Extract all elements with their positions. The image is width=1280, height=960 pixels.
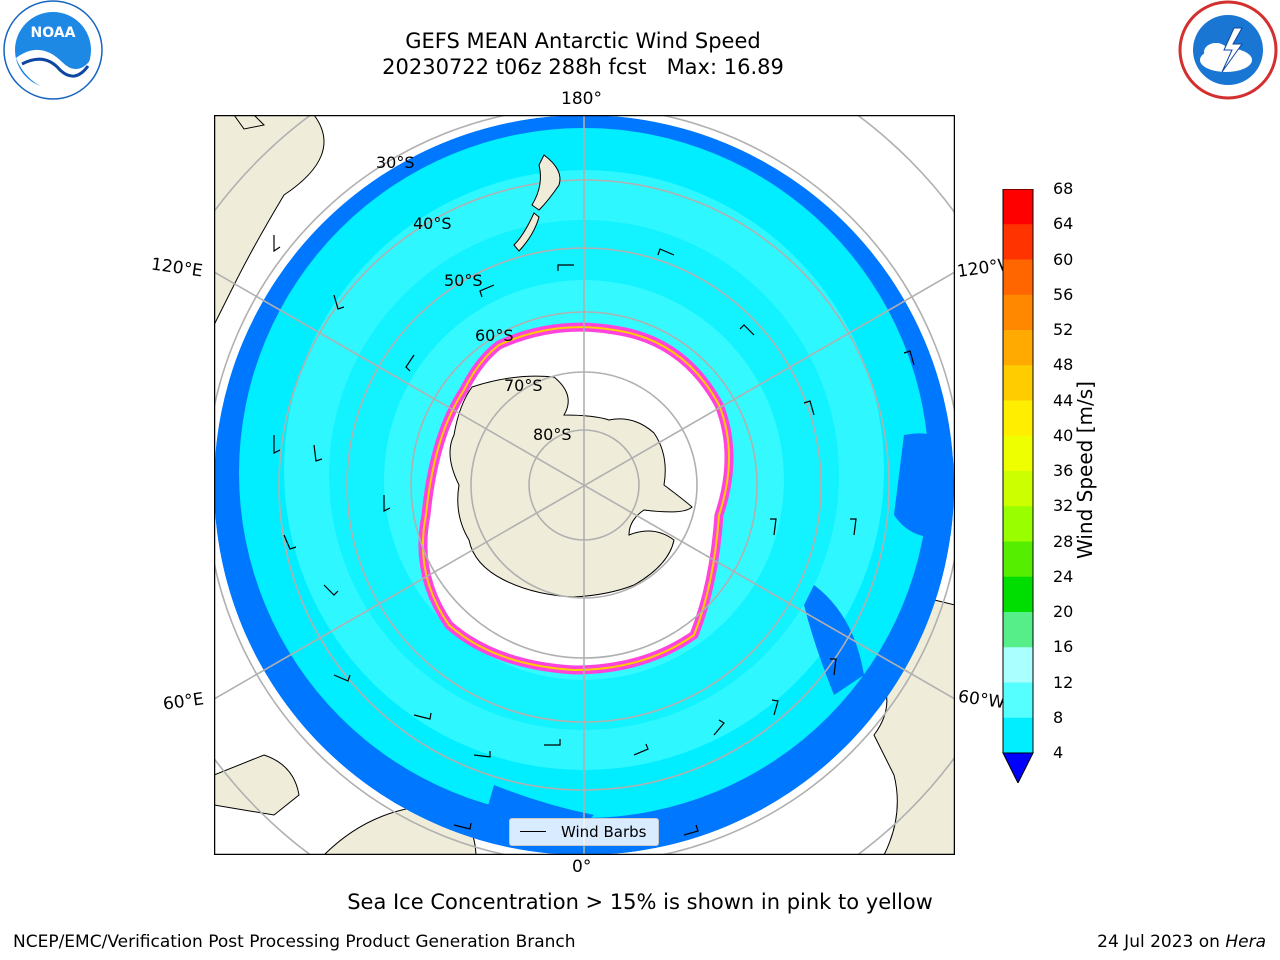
colorbar-tick-label: 56 — [1053, 284, 1074, 304]
colorbar-segment — [1003, 365, 1033, 401]
colorbar-segment — [1003, 330, 1033, 366]
lat-label-30s: 30°S — [376, 153, 415, 172]
colorbar-segment — [1003, 294, 1033, 331]
legend-label: Wind Barbs — [561, 823, 647, 841]
colorbar-tick-label: 40 — [1053, 425, 1074, 445]
colorbar-label: Wind Speed [m/s] — [1073, 381, 1097, 559]
host-name: Hera — [1225, 932, 1266, 952]
colorbar-frame — [1002, 188, 1034, 754]
colorbar-underflow-triangle — [1002, 752, 1034, 785]
wind-barb-legend-line — [520, 831, 546, 832]
colorbar-segment — [1003, 435, 1033, 472]
colorbar-tick-label: 60 — [1053, 249, 1074, 269]
colorbar-tick-label: 68 — [1053, 179, 1074, 198]
nws-logo — [1176, 0, 1280, 104]
colorbar-tick-label: 20 — [1053, 602, 1074, 621]
colorbar-tick-label: 24 — [1053, 566, 1074, 586]
colorbar-tick-label: 64 — [1053, 214, 1074, 234]
colorbar-segment — [1003, 717, 1033, 754]
colorbar-segment — [1003, 682, 1033, 719]
lon-label-180: 180° — [561, 89, 602, 109]
colorbar-segment — [1003, 189, 1033, 225]
chart-title: GEFS MEAN Antarctic Wind Speed — [405, 29, 761, 53]
lon-label-60e: 60°E — [161, 689, 206, 715]
colorbar-segment — [1003, 506, 1033, 542]
date-stamp: 24 Jul 2023 on Hera — [1097, 932, 1266, 952]
noaa-logo: NOAA — [0, 0, 110, 109]
colorbar-tick-label: 4 — [1053, 743, 1064, 762]
colorbar-tick-label: 36 — [1053, 461, 1074, 480]
lon-label-120e: 120°E — [149, 254, 204, 282]
colorbar — [1002, 188, 1036, 787]
lat-label-80s: 80°S — [533, 425, 572, 444]
lat-label-40s: 40°S — [413, 214, 452, 233]
chart-subtitle: 20230722 t06z 288h fcst Max: 16.89 — [382, 55, 784, 79]
colorbar-tick-label: 48 — [1053, 355, 1074, 375]
colorbar-tick-label: 12 — [1053, 672, 1074, 692]
colorbar-segment — [1003, 471, 1033, 507]
lon-label-60w: 60°W — [956, 686, 1007, 714]
svg-text:NOAA: NOAA — [31, 25, 76, 41]
colorbar-tick-label: 28 — [1053, 531, 1074, 551]
colorbar-tick-label: 32 — [1053, 496, 1074, 516]
colorbar-tick-label: 52 — [1053, 320, 1074, 339]
colorbar-segment — [1003, 400, 1033, 437]
lat-label-70s: 70°S — [504, 376, 543, 395]
colorbar-segment — [1003, 612, 1033, 648]
colorbar-segment — [1003, 224, 1033, 260]
map-legend: Wind Barbs — [509, 818, 659, 846]
polar-map — [213, 114, 956, 859]
colorbar-segment — [1003, 259, 1033, 296]
lat-label-60s: 60°S — [475, 326, 514, 345]
colorbar-tick-label: 16 — [1053, 637, 1074, 657]
colorbar-segment — [1003, 647, 1033, 683]
colorbar-segment — [1003, 576, 1033, 613]
date-text: 24 Jul 2023 on — [1097, 932, 1226, 952]
lon-label-0: 0° — [572, 857, 592, 877]
sea-ice-caption: Sea Ice Concentration > 15% is shown in … — [347, 890, 933, 914]
colorbar-tick-label: 8 — [1053, 707, 1064, 727]
colorbar-segment — [1003, 541, 1033, 578]
colorbar-tick-label: 44 — [1053, 390, 1074, 410]
lat-label-50s: 50°S — [444, 271, 483, 290]
credit-text: NCEP/EMC/Verification Post Processing Pr… — [13, 932, 576, 952]
